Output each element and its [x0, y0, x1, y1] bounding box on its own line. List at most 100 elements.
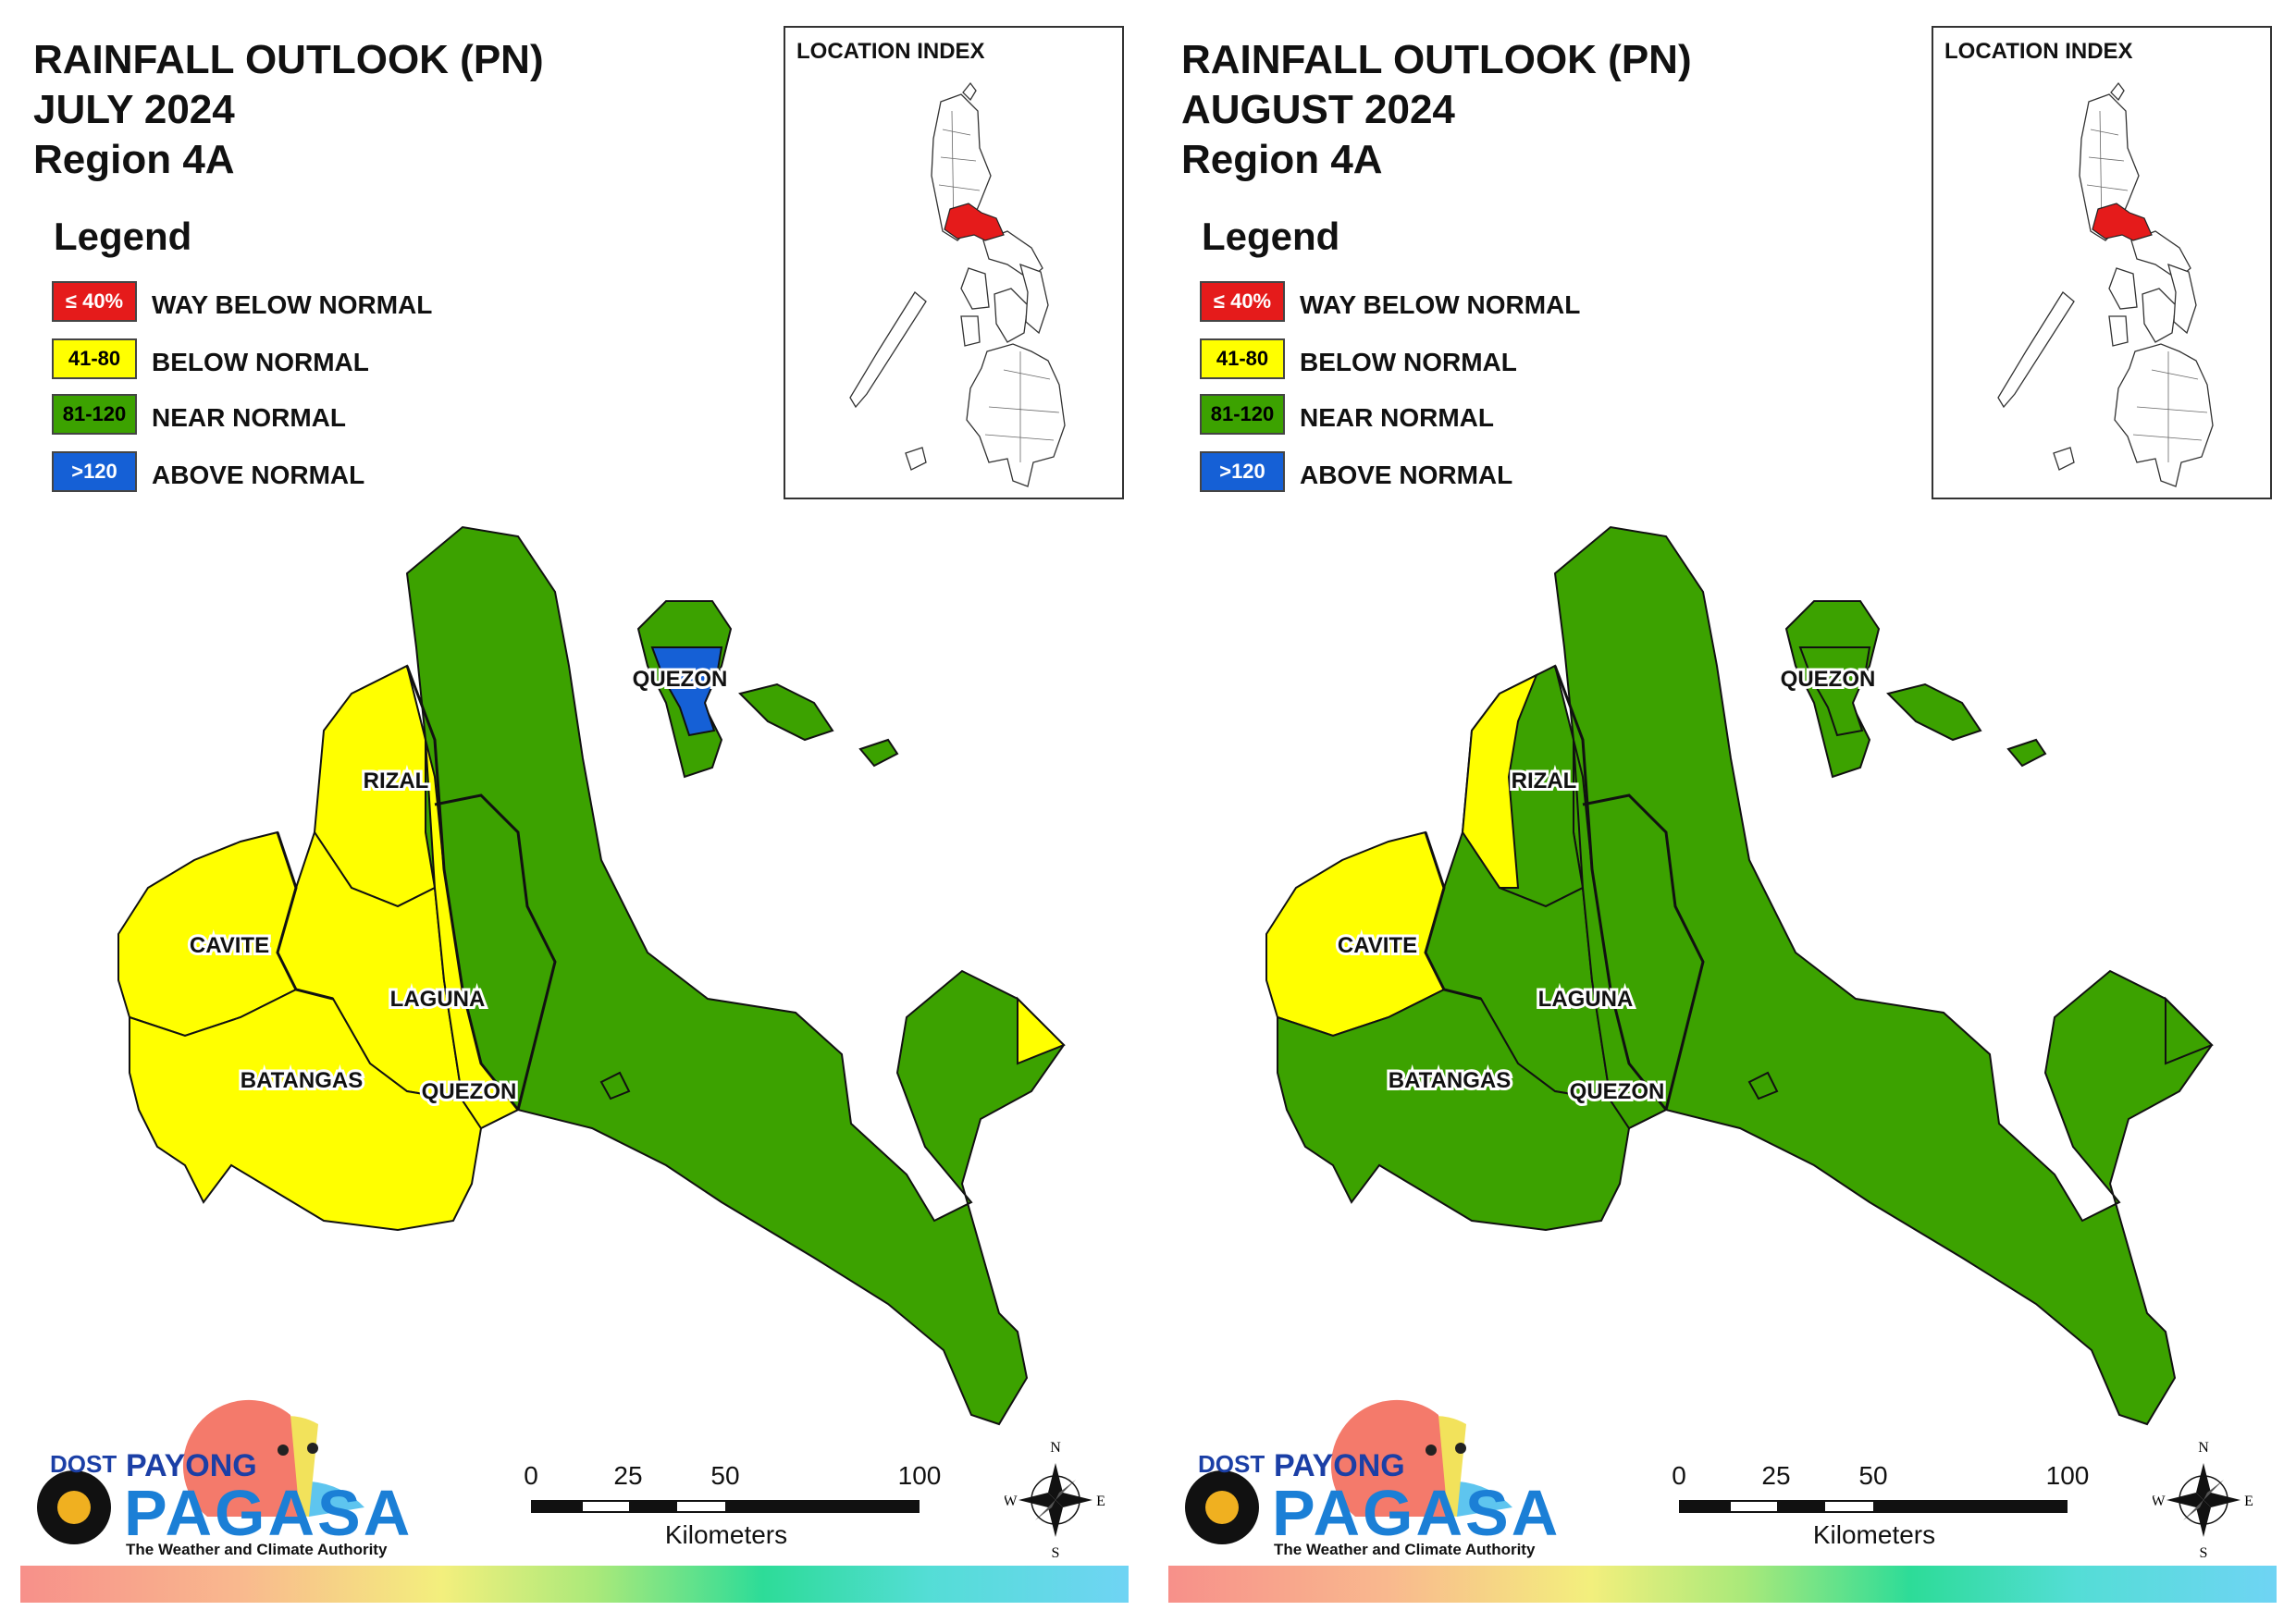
map-panel-july: RAINFALL OUTLOOK (PN) JULY 2024 Region 4… [20, 26, 1129, 1603]
location-index-title: LOCATION INDEX [796, 39, 985, 64]
scale-bar-graphic [1679, 1500, 2068, 1513]
province-label-cavite: CAVITE [1338, 933, 1417, 958]
legend-label-above: ABOVE NORMAL [1300, 461, 1513, 489]
legend-label-near: NEAR NORMAL [1300, 403, 1494, 432]
legend-label-way-below: WAY BELOW NORMAL [1300, 290, 1581, 319]
title-line-3: Region 4A [33, 137, 235, 182]
region-4a-highlight [944, 203, 1005, 241]
legend-swatch-near: 81-120 [1200, 394, 1285, 435]
scale-bar-graphic [531, 1500, 920, 1513]
compass-rose-icon: N S E W [2151, 1439, 2254, 1561]
umbrella-icon [37, 1399, 364, 1544]
legend-label-above: ABOVE NORMAL [152, 461, 365, 489]
logo-dost-text: DOST [50, 1450, 117, 1478]
legend-swatch-below: 41-80 [52, 338, 137, 379]
title-line-2: AUGUST 2024 [1181, 87, 1455, 132]
quezon-north-islet-1 [1886, 682, 1982, 742]
legend-label-near: NEAR NORMAL [152, 403, 346, 432]
logo-pagasa-text: PAGASA [1272, 1477, 1562, 1549]
scale-tick-50: 50 [1858, 1461, 1888, 1490]
compass-s: S [2200, 1545, 2208, 1559]
scale-unit: Kilometers [664, 1520, 788, 1549]
legend-swatch-way-below: ≤ 40% [1200, 281, 1285, 322]
compass-s: S [1052, 1545, 1060, 1559]
scale-tick-50: 50 [710, 1461, 740, 1490]
compass-n: N [2198, 1440, 2209, 1456]
province-label-rizal: RIZAL [364, 768, 429, 793]
title-line-1: RAINFALL OUTLOOK (PN) [33, 37, 544, 82]
legend-title: Legend [1202, 215, 1340, 258]
title-line-1: RAINFALL OUTLOOK (PN) [1181, 37, 1692, 82]
map-panel-august: RAINFALL OUTLOOK (PN) AUGUST 2024 Region… [1148, 0, 2296, 1623]
title-line-2: JULY 2024 [33, 87, 235, 132]
scale-tick-25: 25 [1761, 1461, 1791, 1490]
quezon-small-islet [599, 1071, 631, 1100]
legend-swatch-above: >120 [52, 451, 137, 492]
province-label-quezon-north: QUEZON [1781, 667, 1876, 692]
payong-pagasa-logo: DOST PAYONG PAGASA The Weather and Clima… [22, 1387, 410, 1563]
region-4a-map: QUEZON RIZAL CAVITE LAGUNA BATANGAS QUEZ… [1265, 525, 2214, 1426]
quezon-north-islet-2 [2006, 738, 2047, 768]
province-label-laguna: LAGUNA [1538, 987, 1634, 1012]
compass-w: W [1005, 1494, 1018, 1509]
province-label-batangas: BATANGAS [1389, 1068, 1511, 1093]
polillo-center [650, 646, 723, 737]
quezon-north-islet-2 [858, 738, 899, 768]
legend-swatch-below: 41-80 [1200, 338, 1285, 379]
legend-swatch-way-below: ≤ 40% [52, 281, 137, 322]
province-label-quezon: QUEZON [1570, 1079, 1665, 1104]
region-4a-map: QUEZON RIZAL CAVITE LAGUNA BATANGAS QUEZ… [117, 525, 1066, 1426]
province-label-rizal: RIZAL [1512, 768, 1577, 793]
umbrella-icon [1185, 1399, 1512, 1544]
logo-dost-text: DOST [1198, 1450, 1265, 1478]
philippines-locator-map [849, 81, 1066, 487]
quezon-main-region [1553, 525, 2214, 1426]
quezon-main-region [405, 525, 1066, 1426]
legend-swatch-near: 81-120 [52, 394, 137, 435]
scale-unit: Kilometers [1812, 1520, 1936, 1549]
legend-label-below: BELOW NORMAL [152, 348, 369, 376]
legend-title: Legend [54, 215, 192, 258]
province-label-quezon-north: QUEZON [633, 667, 728, 692]
logo-tagline: The Weather and Climate Authority [126, 1541, 388, 1558]
title-line-3: Region 4A [1181, 137, 1383, 182]
legend-swatch-above: >120 [1200, 451, 1285, 492]
decorative-gradient-bar [20, 1566, 1129, 1603]
logo-pagasa-text: PAGASA [124, 1477, 414, 1549]
province-label-cavite: CAVITE [190, 933, 269, 958]
quezon-north-islet-1 [738, 682, 834, 742]
scale-tick-25: 25 [613, 1461, 643, 1490]
bondoc-tip [1017, 996, 1066, 1065]
philippines-locator-map [1997, 81, 2214, 487]
payong-pagasa-logo: DOST PAYONG PAGASA The Weather and Clima… [1170, 1387, 1558, 1563]
compass-n: N [1050, 1440, 1061, 1456]
compass-e: E [1096, 1494, 1105, 1509]
compass-rose-icon: N S E W [1003, 1439, 1106, 1561]
scale-tick-100: 100 [897, 1461, 942, 1490]
logo-payong-text: PAYONG [126, 1448, 257, 1483]
decorative-gradient-bar [1168, 1566, 2277, 1603]
legend-label-way-below: WAY BELOW NORMAL [152, 290, 433, 319]
map-title: RAINFALL OUTLOOK (PN) AUGUST 2024 Region… [1181, 35, 1692, 185]
province-label-quezon: QUEZON [422, 1079, 517, 1104]
province-label-laguna: LAGUNA [390, 987, 486, 1012]
logo-payong-text: PAYONG [1274, 1448, 1405, 1483]
compass-e: E [2244, 1494, 2253, 1509]
scale-bar: 0 25 50 100 Kilometers [524, 1461, 941, 1549]
location-index-box: LOCATION INDEX [1932, 26, 2272, 499]
province-label-batangas: BATANGAS [241, 1068, 363, 1093]
scale-tick-0: 0 [1672, 1461, 1686, 1490]
location-index-box: LOCATION INDEX [784, 26, 1124, 499]
legend-label-below: BELOW NORMAL [1300, 348, 1517, 376]
logo-tagline: The Weather and Climate Authority [1274, 1541, 1536, 1558]
scale-tick-100: 100 [2045, 1461, 2090, 1490]
scale-bar: 0 25 50 100 Kilometers [1672, 1461, 2089, 1549]
quezon-small-islet [1747, 1071, 1779, 1100]
map-title: RAINFALL OUTLOOK (PN) JULY 2024 Region 4… [33, 35, 544, 185]
compass-w: W [2153, 1494, 2166, 1509]
region-4a-highlight [2092, 203, 2153, 241]
location-index-title: LOCATION INDEX [1944, 39, 2133, 64]
bondoc-tip [2165, 996, 2214, 1065]
polillo-center [1798, 646, 1871, 737]
scale-tick-0: 0 [524, 1461, 538, 1490]
